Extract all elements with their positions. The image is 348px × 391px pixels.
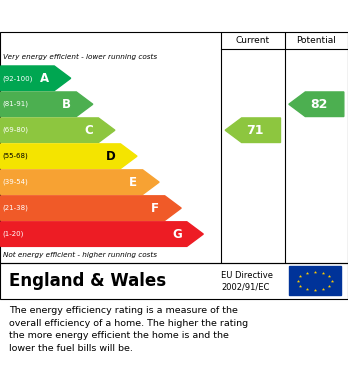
Text: E: E [129,176,137,188]
Text: D: D [106,150,116,163]
Text: Not energy efficient - higher running costs: Not energy efficient - higher running co… [3,252,158,258]
Text: 82: 82 [310,98,327,111]
Polygon shape [1,170,159,194]
Text: B: B [62,98,71,111]
Text: 2002/91/EC: 2002/91/EC [221,283,269,292]
Bar [289,266,341,296]
Text: EU Directive: EU Directive [221,271,273,280]
Text: 71: 71 [246,124,264,137]
Text: The energy efficiency rating is a measure of the
overall efficiency of a home. T: The energy efficiency rating is a measur… [9,307,248,353]
Text: (81-91): (81-91) [3,101,29,108]
Text: (39-54): (39-54) [3,179,29,185]
Polygon shape [225,118,280,142]
Polygon shape [1,66,71,91]
Text: (1-20): (1-20) [3,231,24,237]
Text: C: C [84,124,93,137]
Text: Energy Efficiency Rating: Energy Efficiency Rating [9,9,219,24]
Text: A: A [40,72,49,85]
Polygon shape [1,144,137,169]
Polygon shape [1,222,203,246]
Text: Current: Current [236,36,270,45]
Text: G: G [172,228,182,240]
Text: (55-68): (55-68) [3,153,29,160]
Text: England & Wales: England & Wales [9,272,166,290]
Text: Very energy efficient - lower running costs: Very energy efficient - lower running co… [3,54,158,60]
Polygon shape [289,92,344,117]
Text: (92-100): (92-100) [3,75,33,81]
Text: (69-80): (69-80) [3,127,29,133]
Polygon shape [1,196,181,221]
Polygon shape [1,92,93,117]
Text: Potential: Potential [296,36,336,45]
Polygon shape [1,118,115,142]
Text: (21-38): (21-38) [3,205,29,212]
Text: F: F [151,202,159,215]
